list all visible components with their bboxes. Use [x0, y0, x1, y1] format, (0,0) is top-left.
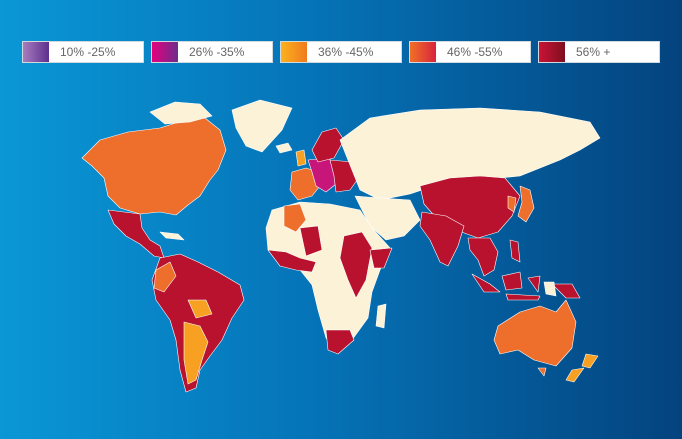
region-madagascar — [375, 303, 387, 329]
region-japan[interactable] — [517, 185, 535, 223]
legend-item-26-35: 26% -35% — [151, 41, 273, 63]
legend-swatch — [281, 42, 307, 62]
region-east-africa[interactable] — [339, 231, 373, 299]
region-australia[interactable] — [493, 299, 577, 367]
legend-item-36-45: 36% -45% — [280, 41, 402, 63]
legend-swatch — [23, 42, 49, 62]
legend-swatch — [539, 42, 565, 62]
legend: 10% -25% 26% -35% 36% -45% 46% -55% 56% … — [22, 41, 660, 63]
region-north-africa-west[interactable] — [283, 203, 307, 233]
region-india[interactable] — [419, 211, 465, 267]
region-new-zealand[interactable] — [565, 353, 599, 383]
legend-label: 46% -55% — [447, 45, 503, 59]
region-tasmania[interactable] — [537, 367, 547, 377]
legend-item-46-55: 46% -55% — [409, 41, 531, 63]
region-papua-new-guinea[interactable] — [551, 283, 581, 299]
region-north-america[interactable] — [81, 117, 227, 216]
legend-label: 10% -25% — [60, 45, 116, 59]
region-horn-africa[interactable] — [369, 247, 393, 269]
legend-item-56-plus: 56% + — [538, 41, 660, 63]
region-western-europe[interactable] — [289, 167, 321, 201]
region-mexico[interactable] — [107, 209, 165, 259]
legend-label: 36% -45% — [318, 45, 374, 59]
legend-label: 26% -35% — [189, 45, 245, 59]
region-arctic-islands — [149, 101, 213, 125]
region-bolivia[interactable] — [187, 299, 213, 319]
region-cuba — [159, 231, 185, 241]
region-scandinavia[interactable] — [311, 127, 345, 163]
region-greenland — [231, 99, 293, 153]
region-south-america[interactable] — [151, 253, 245, 393]
legend-label: 56% + — [576, 45, 611, 59]
region-iceland — [275, 142, 293, 154]
region-southeast-asia[interactable] — [467, 237, 499, 277]
region-argentina[interactable] — [183, 321, 209, 385]
legend-swatch — [410, 42, 436, 62]
region-indonesia[interactable] — [471, 271, 541, 301]
region-sahel[interactable] — [299, 225, 323, 257]
region-colombia[interactable] — [153, 261, 177, 293]
region-philippines[interactable] — [509, 239, 521, 263]
region-southern-africa[interactable] — [325, 329, 355, 355]
legend-item-10-25: 10% -25% — [22, 41, 144, 63]
legend-swatch — [152, 42, 178, 62]
region-west-africa[interactable] — [267, 249, 317, 273]
region-korea[interactable] — [507, 195, 517, 213]
region-new-guinea-west — [543, 281, 557, 297]
region-uk[interactable] — [295, 149, 307, 167]
